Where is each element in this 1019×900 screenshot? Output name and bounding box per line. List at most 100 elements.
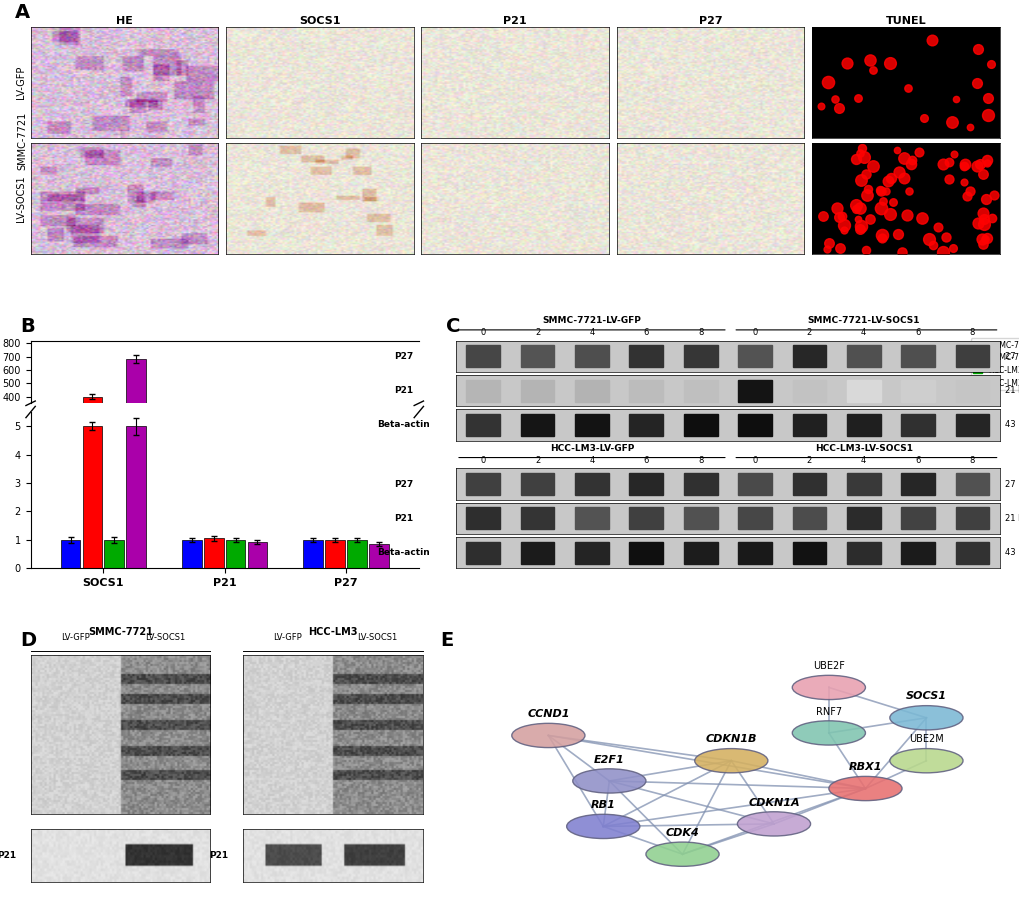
Bar [629,508,662,529]
Text: RB1: RB1 [590,800,615,810]
Bar [248,542,267,568]
Point [968,159,984,174]
Point [943,114,959,129]
Bar [204,538,223,568]
Text: B: B [20,318,35,337]
Bar [346,540,367,568]
Bar [792,346,825,367]
Bar [466,473,499,495]
Bar [521,380,554,401]
Bar [846,414,879,436]
Bar [846,346,879,367]
Point [978,91,995,105]
Ellipse shape [792,721,864,745]
Text: P21: P21 [209,850,228,860]
Point [872,202,889,216]
Point [985,188,1002,202]
Bar [575,346,608,367]
Bar [521,414,554,436]
Point [881,207,898,221]
Text: 0: 0 [480,455,485,464]
Y-axis label: P27: P27 [393,352,413,361]
Bar [683,380,716,401]
Bar [955,414,988,436]
Point [812,99,828,113]
Point [861,53,877,68]
Text: CCND1: CCND1 [527,709,569,719]
Point [895,171,911,185]
Point [923,33,940,48]
Bar [738,473,771,495]
Point [888,143,904,157]
Bar [466,508,499,529]
Bar [521,542,554,563]
Point [871,183,888,197]
Text: 43 kDa: 43 kDa [1004,548,1019,557]
Point [857,243,873,257]
Point [858,187,874,202]
Bar [466,542,499,563]
Point [915,111,931,125]
Bar [126,359,146,450]
Ellipse shape [828,777,901,801]
Point [847,202,863,217]
Text: 8: 8 [697,328,703,338]
Ellipse shape [737,812,810,836]
Point [852,220,868,234]
Bar [521,473,554,495]
Text: 27 kDa: 27 kDa [1004,480,1019,489]
Text: 8: 8 [969,455,974,464]
Point [857,167,873,182]
Point [955,176,971,190]
Bar [575,542,608,563]
Bar [901,542,934,563]
Title: P21: P21 [502,16,527,26]
Bar [466,380,499,401]
Point [864,63,880,77]
Point [969,216,985,230]
Text: RNF7: RNF7 [815,706,841,716]
Point [948,92,964,106]
Point [818,242,835,256]
Point [945,240,961,255]
Bar [683,542,716,563]
Ellipse shape [792,675,864,699]
Text: 2: 2 [806,455,811,464]
Text: 6: 6 [914,455,920,464]
Ellipse shape [889,706,962,730]
Text: CDK4: CDK4 [665,828,699,838]
Point [900,184,916,198]
Bar [738,414,771,436]
Point [955,159,971,174]
Point [834,209,850,223]
Point [977,153,994,167]
Bar [738,508,771,529]
Point [919,232,935,247]
Point [889,227,905,241]
Bar [792,473,825,495]
Text: RBX1: RBX1 [848,762,881,772]
Point [819,236,836,250]
Point [849,212,865,227]
Bar [683,414,716,436]
Point [876,184,893,198]
Text: 43 kDa: 43 kDa [1004,420,1019,429]
Point [848,198,864,212]
Bar [683,473,716,495]
Point [941,172,957,186]
Point [968,42,984,57]
Point [903,153,919,167]
Point [872,230,889,245]
Point [974,237,990,251]
Point [890,165,906,179]
Title: SOCS1: SOCS1 [299,16,340,26]
Text: 0: 0 [752,455,757,464]
Point [974,205,990,220]
Bar [901,380,934,401]
Point [983,211,1000,225]
Point [874,194,891,209]
Ellipse shape [645,842,718,867]
Y-axis label: P21: P21 [393,514,413,523]
Bar [901,473,934,495]
Title: HCC-LM3: HCC-LM3 [308,627,357,637]
